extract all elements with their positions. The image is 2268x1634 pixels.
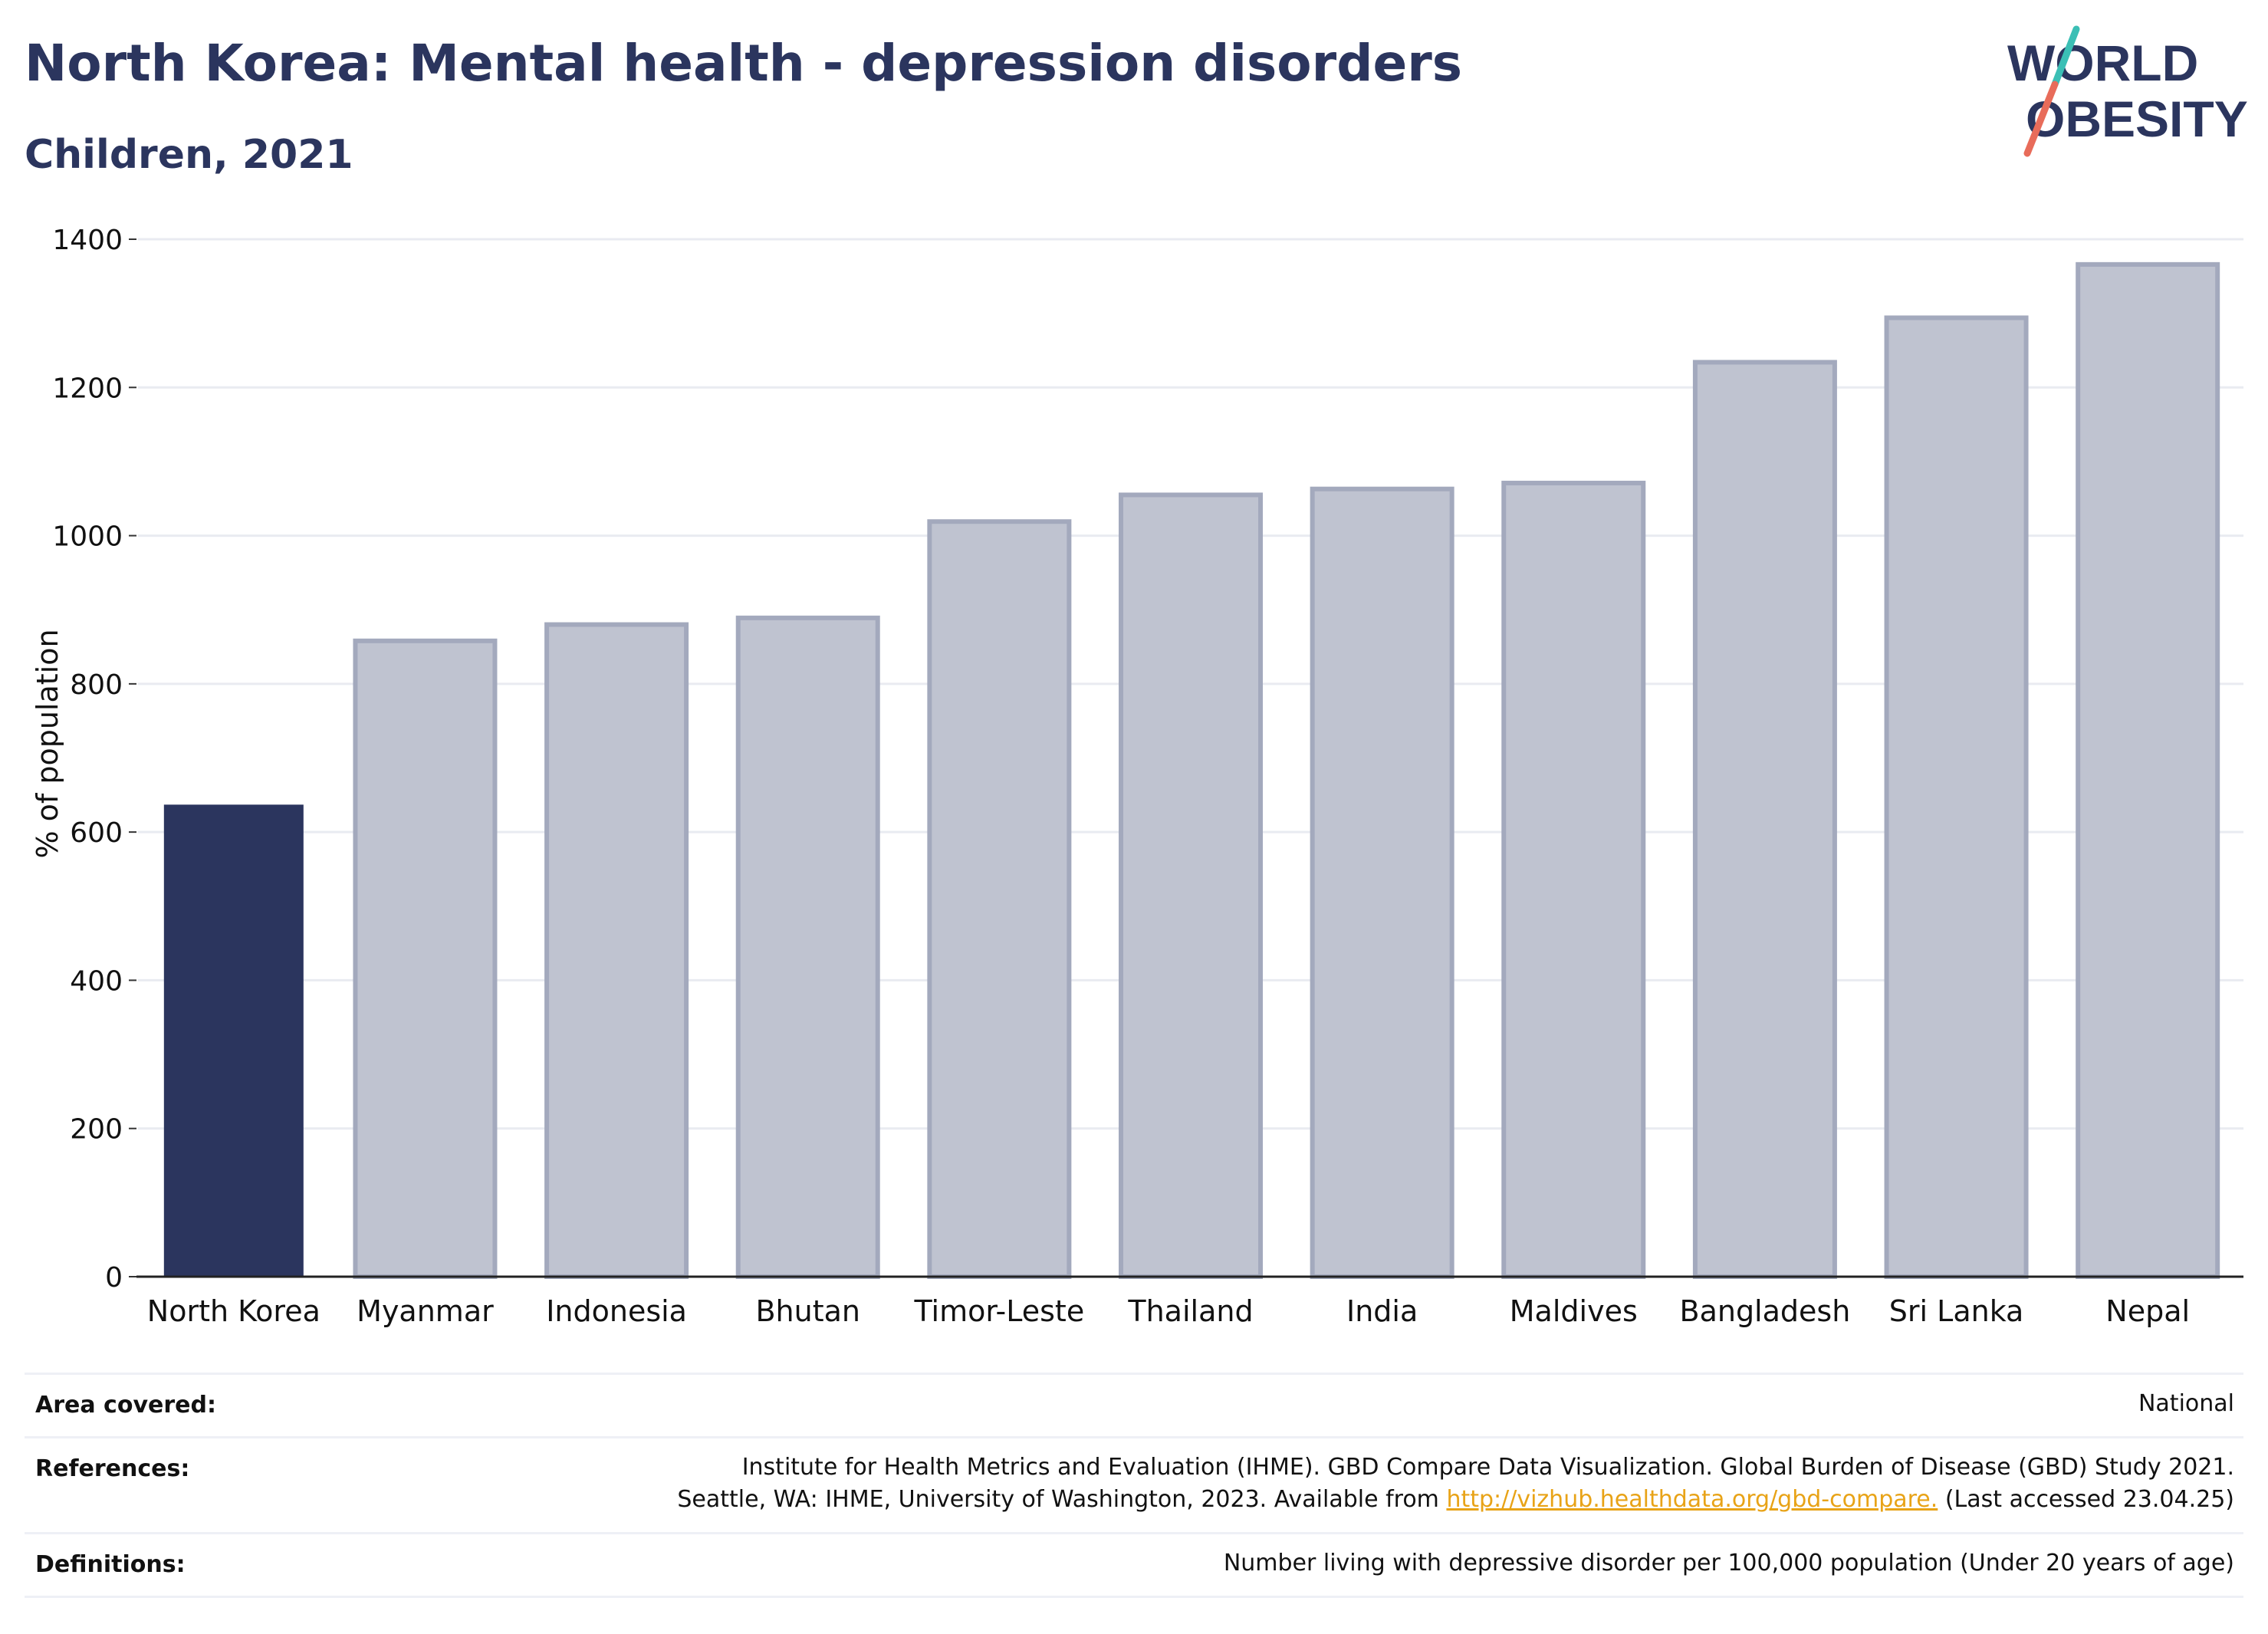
x-tick-label: Nepal: [2105, 1294, 2190, 1328]
world-obesity-logo: WORLD OBESITY: [2007, 25, 2248, 157]
bar-bhutan: [735, 615, 880, 1279]
bar-myanmar: [353, 638, 498, 1279]
y-tick-label: 1200: [52, 373, 123, 404]
logo-word-obesity: OBESITY: [2026, 90, 2248, 147]
chart-subtitle: Children, 2021: [25, 132, 353, 178]
x-tick-label: North Korea: [147, 1294, 320, 1328]
y-tick-label: 1000: [52, 521, 123, 553]
x-tick-label: Bangladesh: [1680, 1294, 1851, 1328]
bar-timor-leste: [927, 519, 1072, 1279]
y-tick-label: 200: [70, 1114, 123, 1146]
area-covered-value: National: [2138, 1390, 2234, 1417]
bar-maldives: [1501, 480, 1646, 1280]
footer-divider: [25, 1596, 2243, 1598]
bar-layer: [136, 261, 2243, 1280]
bar-indonesia: [544, 622, 689, 1279]
references-label: References:: [35, 1455, 190, 1482]
references-line-1: Institute for Health Metrics and Evaluat…: [741, 1454, 2234, 1481]
definitions-value: Number living with depressive disorder p…: [1223, 1550, 2234, 1576]
y-tick-label: 400: [70, 965, 123, 997]
bar-chart: 0 200 400 600 800 1000 1200 1400 North Korea Myan…: [31, 225, 2243, 1328]
x-tick-label: Myanmar: [357, 1294, 494, 1328]
references-text: Seattle, WA: IHME, University of Washing…: [677, 1486, 1447, 1513]
y-axis-label: % of population: [31, 629, 64, 858]
x-tick-label: Maldives: [1510, 1294, 1638, 1328]
footer-divider: [25, 1373, 2243, 1375]
logo-slash-coral: [2023, 81, 2059, 157]
x-tick-label: Timor-Leste: [913, 1294, 1084, 1328]
footer-divider: [25, 1532, 2243, 1534]
bar-sri-lanka: [1884, 315, 2029, 1280]
chart-title: North Korea: Mental health - depression …: [25, 34, 1463, 93]
definitions-label: Definitions:: [35, 1551, 186, 1578]
y-tick-label: 800: [70, 669, 123, 701]
x-tick-label: India: [1346, 1294, 1418, 1328]
bar-nepal: [2076, 261, 2220, 1280]
bar-thailand: [1119, 492, 1263, 1279]
label-layer: 0 200 400 600 800 1000 1200 1400 North Korea Myan…: [52, 225, 2190, 1328]
y-tick-label: 1400: [52, 225, 123, 256]
references-line-2: Seattle, WA: IHME, University of Washing…: [677, 1484, 2234, 1516]
y-tick-label: 0: [105, 1262, 123, 1294]
x-tick-label: Bhutan: [755, 1294, 860, 1328]
y-tick-label: 600: [70, 817, 123, 849]
logo-slash-teal: [2051, 25, 2080, 88]
footer-divider: [25, 1436, 2243, 1438]
bar-north-korea: [163, 804, 304, 1277]
x-tick-label: Sri Lanka: [1889, 1294, 2024, 1328]
bar-india: [1310, 486, 1454, 1279]
references-accessed: (Last accessed 23.04.25): [1938, 1486, 2234, 1513]
logo-word-world: WORLD: [2007, 35, 2198, 91]
references-value: Institute for Health Metrics and Evaluat…: [677, 1452, 2234, 1516]
x-tick-label: Thailand: [1127, 1294, 1253, 1328]
x-tick-label: Indonesia: [546, 1294, 687, 1328]
references-link[interactable]: http://vizhub.healthdata.org/gbd-compare…: [1446, 1486, 1938, 1513]
bar-bangladesh: [1692, 360, 1837, 1280]
area-covered-label: Area covered:: [35, 1392, 216, 1419]
